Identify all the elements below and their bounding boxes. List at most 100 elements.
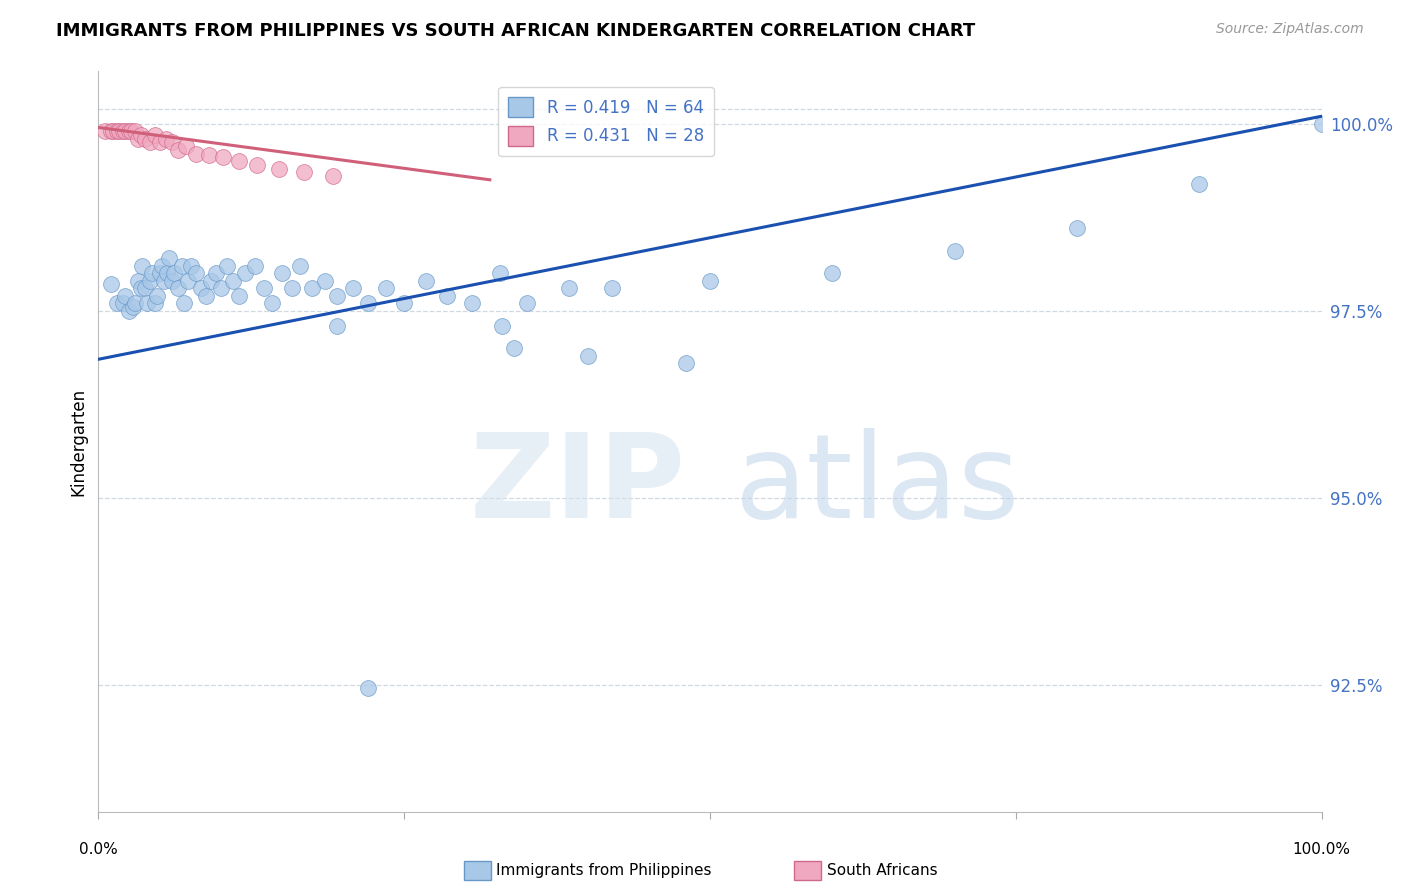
Point xyxy=(290,259,312,273)
Point xyxy=(136,296,159,310)
Point xyxy=(675,356,697,370)
Point xyxy=(143,296,166,310)
Point xyxy=(821,266,844,280)
Point xyxy=(139,136,162,150)
Point xyxy=(186,266,208,280)
Point xyxy=(100,277,122,292)
Point xyxy=(374,281,396,295)
Point xyxy=(131,259,153,273)
Point xyxy=(149,266,172,280)
Point xyxy=(491,318,513,333)
Point xyxy=(576,349,599,363)
Text: ZIP: ZIP xyxy=(470,428,686,543)
Point xyxy=(111,124,134,138)
Point xyxy=(134,281,156,295)
Point xyxy=(195,289,218,303)
Text: 0.0%: 0.0% xyxy=(79,842,118,856)
Point xyxy=(314,274,336,288)
Point xyxy=(149,136,172,150)
Point xyxy=(105,124,128,138)
Point xyxy=(246,158,269,172)
Text: South Africans: South Africans xyxy=(827,863,938,878)
Point xyxy=(167,281,190,295)
Point xyxy=(322,169,344,183)
Point xyxy=(342,281,364,295)
Y-axis label: Kindergarten: Kindergarten xyxy=(69,387,87,496)
Point xyxy=(105,296,128,310)
Point xyxy=(326,318,349,333)
Point xyxy=(100,124,122,138)
Point xyxy=(160,136,183,150)
Point xyxy=(228,154,250,169)
Point xyxy=(356,681,378,696)
Legend: R = 0.419   N = 64, R = 0.431   N = 28: R = 0.419 N = 64, R = 0.431 N = 28 xyxy=(498,87,714,156)
Point xyxy=(215,259,238,273)
Point xyxy=(127,274,149,288)
Point xyxy=(515,296,537,310)
Point xyxy=(111,296,134,310)
Text: atlas: atlas xyxy=(734,428,1019,543)
Point xyxy=(177,274,200,288)
Point xyxy=(157,252,180,266)
Point xyxy=(197,148,219,162)
Point xyxy=(170,259,193,273)
Point xyxy=(1310,117,1333,131)
Point xyxy=(243,259,266,273)
Point xyxy=(356,296,378,310)
Point xyxy=(943,244,966,258)
Point xyxy=(270,266,294,280)
Point xyxy=(156,266,179,280)
Point xyxy=(127,131,149,145)
Point xyxy=(436,289,458,303)
Point xyxy=(600,281,623,295)
Point xyxy=(118,303,141,318)
Point xyxy=(488,266,510,280)
Point xyxy=(558,281,581,295)
Point xyxy=(141,266,163,280)
Point xyxy=(167,143,190,157)
Point xyxy=(186,146,208,161)
Point xyxy=(129,128,152,142)
Point xyxy=(101,124,124,138)
Point xyxy=(415,274,437,288)
Point xyxy=(503,341,526,355)
Point xyxy=(108,124,131,138)
Point xyxy=(326,289,349,303)
Point xyxy=(252,281,274,295)
Point xyxy=(209,281,232,295)
Point xyxy=(228,289,250,303)
Text: Immigrants from Philippines: Immigrants from Philippines xyxy=(496,863,711,878)
Point xyxy=(114,124,136,138)
Point xyxy=(205,266,228,280)
Point xyxy=(129,281,152,295)
Point xyxy=(120,124,142,138)
Point xyxy=(173,296,195,310)
Point xyxy=(155,131,177,145)
Point xyxy=(121,300,143,314)
Point xyxy=(124,124,146,138)
Point xyxy=(146,289,169,303)
Point xyxy=(93,124,115,138)
Point xyxy=(200,274,222,288)
Point xyxy=(139,274,162,288)
Point xyxy=(262,296,284,310)
Point xyxy=(180,259,202,273)
Point xyxy=(114,289,136,303)
Point xyxy=(1188,177,1211,191)
Point xyxy=(160,274,183,288)
Point xyxy=(233,266,256,280)
Point xyxy=(176,139,198,153)
Point xyxy=(269,161,291,176)
Point xyxy=(143,128,166,142)
Point xyxy=(392,296,416,310)
Point xyxy=(222,274,245,288)
Point xyxy=(118,124,141,138)
Point xyxy=(212,150,235,164)
Point xyxy=(1066,221,1088,235)
Point xyxy=(134,131,156,145)
Point xyxy=(292,165,315,179)
Point xyxy=(280,281,302,295)
Point xyxy=(163,266,186,280)
Text: 100.0%: 100.0% xyxy=(1292,842,1351,856)
Point xyxy=(190,281,212,295)
